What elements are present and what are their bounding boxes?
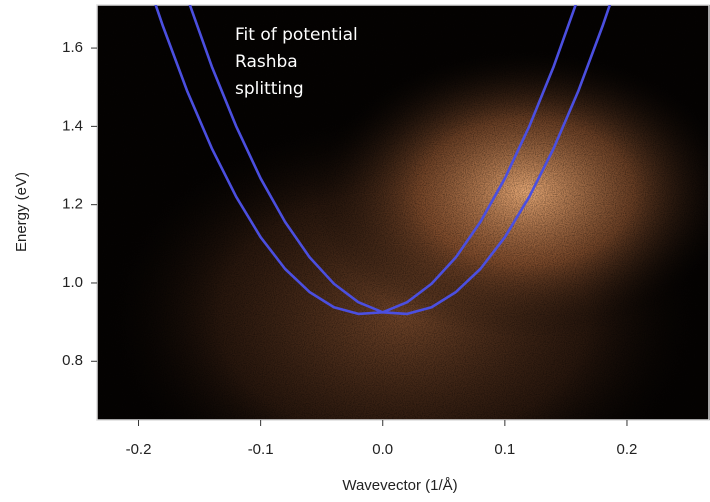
annotation: splitting bbox=[235, 79, 304, 99]
x-tick-label: 0.1 bbox=[494, 441, 515, 458]
y-axis-label: Energy (eV) bbox=[13, 172, 30, 252]
x-tick-label: 0.0 bbox=[372, 441, 393, 458]
fit-curve bbox=[188, 5, 612, 316]
plot-frame bbox=[96, 4, 710, 421]
y-tick-label: 0.8 bbox=[62, 352, 83, 369]
y-tick-label: 1.2 bbox=[62, 196, 83, 213]
curves bbox=[154, 5, 612, 316]
fit-curve bbox=[154, 5, 577, 316]
y-tick-label: 1.4 bbox=[62, 117, 83, 134]
x-tick-label: -0.1 bbox=[248, 441, 274, 458]
x-tick-label: -0.2 bbox=[126, 441, 152, 458]
y-tick-label: 1.6 bbox=[62, 39, 83, 56]
intensity-map bbox=[97, 5, 710, 420]
x-axis-label: Wavevector (1/Å) bbox=[342, 477, 457, 494]
y-tick-label: 1.0 bbox=[62, 274, 83, 291]
annotation: Rashba bbox=[235, 52, 298, 72]
annotation: Fit of potential bbox=[235, 25, 358, 45]
x-tick-label: 0.2 bbox=[617, 441, 638, 458]
